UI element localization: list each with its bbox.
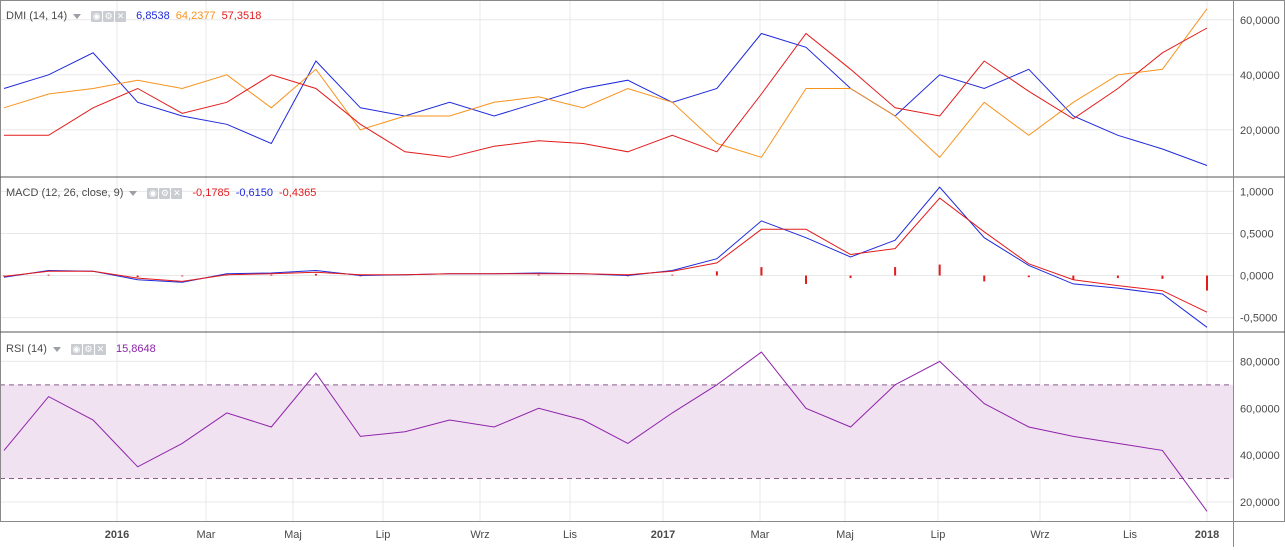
y-tick-label: 40,0000 — [1240, 70, 1280, 82]
dmi-minus-value: 64,2377 — [175, 10, 216, 22]
dmi-legend-buttons: ◉ ⚙ ✕ — [91, 10, 127, 22]
visibility-icon[interactable]: ◉ — [70, 343, 82, 355]
gear-icon[interactable]: ⚙ — [82, 343, 94, 355]
close-icon[interactable]: ✕ — [94, 343, 106, 355]
x-tick-label: 2018 — [1195, 529, 1219, 541]
visibility-icon[interactable]: ◉ — [91, 10, 103, 22]
x-tick-label: Mar — [197, 529, 216, 541]
visibility-icon[interactable]: ◉ — [147, 187, 159, 199]
dmi-legend-name: DMI (14, 14) — [6, 10, 68, 22]
y-tick-label: 80,0000 — [1240, 356, 1280, 368]
y-tick-label: 0,5000 — [1240, 228, 1274, 240]
dmi-legend[interactable]: DMI (14, 14) ◉ ⚙ ✕ 6,8538 64,2377 57,351… — [6, 8, 261, 24]
close-icon[interactable]: ✕ — [115, 10, 127, 22]
rsi-line — [3, 351, 1208, 512]
macd-line-value: -0,6150 — [235, 187, 273, 199]
rsi-legend-name: RSI (14) — [6, 343, 47, 355]
adx-value: 57,3518 — [221, 10, 262, 22]
macd-legend-buttons: ◉ ⚙ ✕ — [147, 187, 183, 199]
x-tick-label: 2017 — [651, 529, 675, 541]
x-tick-label: Lis — [563, 529, 578, 541]
adx-line — [4, 27, 1208, 158]
macd-histogram-value: -0,1785 — [192, 187, 230, 199]
x-tick-label: Lip — [376, 529, 391, 541]
close-icon[interactable]: ✕ — [171, 187, 183, 199]
y-tick-label: 0,0000 — [1240, 271, 1274, 283]
rsi-band — [0, 384, 1233, 479]
y-tick-label: 20,0000 — [1240, 125, 1280, 137]
y-tick-label: 60,0000 — [1240, 403, 1280, 415]
x-tick-label: Lis — [1123, 529, 1138, 541]
chevron-down-icon[interactable] — [73, 13, 82, 19]
x-tick-label: Maj — [836, 529, 854, 541]
x-tick-label: Mar — [751, 529, 770, 541]
rsi-legend[interactable]: RSI (14) ◉ ⚙ ✕ 15,8648 — [6, 341, 156, 357]
rsi-legend-buttons: ◉ ⚙ ✕ — [70, 343, 106, 355]
y-tick-label: 40,0000 — [1240, 450, 1280, 462]
dmi-minus-line — [3, 8, 1208, 159]
y-tick-label: 20,0000 — [1240, 497, 1280, 509]
chevron-down-icon[interactable] — [129, 190, 138, 196]
y-tick-label: 1,0000 — [1240, 186, 1274, 198]
gear-icon[interactable]: ⚙ — [103, 10, 115, 22]
macd-line — [3, 186, 1208, 328]
dmi-plus-line — [3, 32, 1208, 166]
macd-signal-value: -0,4365 — [279, 187, 317, 199]
y-tick-label: 60,0000 — [1240, 15, 1280, 27]
x-tick-label: Lip — [931, 529, 946, 541]
x-tick-label: Wrz — [470, 529, 489, 541]
macd-legend[interactable]: MACD (12, 26, close, 9) ◉ ⚙ ✕ -0,1785 -0… — [6, 185, 316, 201]
dmi-plus-value: 6,8538 — [136, 10, 170, 22]
x-tick-label: 2016 — [105, 529, 129, 541]
chevron-down-icon[interactable] — [52, 346, 61, 352]
x-tick-label: Maj — [284, 529, 302, 541]
y-tick-label: -0,5000 — [1240, 313, 1277, 325]
macd-signal-line — [3, 197, 1208, 313]
rsi-value: 15,8648 — [115, 343, 156, 355]
x-tick-label: Wrz — [1030, 529, 1049, 541]
macd-legend-name: MACD (12, 26, close, 9) — [6, 187, 124, 199]
gear-icon[interactable]: ⚙ — [159, 187, 171, 199]
